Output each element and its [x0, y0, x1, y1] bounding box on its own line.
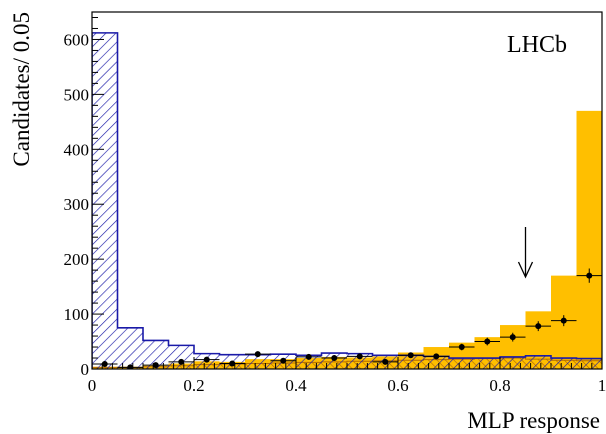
data-point [143, 362, 169, 369]
blue-bar [398, 355, 424, 369]
point-marker [535, 323, 542, 330]
experiment-label: LHCb [507, 32, 567, 58]
blue-bar [92, 32, 118, 369]
point-marker [203, 356, 210, 363]
arrow-head [517, 261, 534, 279]
blue-bar [245, 354, 271, 369]
x-tick-label: 0.4 [285, 376, 307, 395]
x-tick-label: 0.8 [489, 376, 510, 395]
data-point [296, 353, 322, 360]
data-point [270, 357, 296, 364]
y-tick-label: 400 [64, 140, 90, 159]
y-tick-label: 300 [64, 195, 90, 214]
point-marker [382, 358, 389, 365]
y-tick-label: 600 [64, 30, 90, 49]
data-point [576, 268, 602, 283]
x-tick-label: 1 [598, 376, 606, 395]
data-point [347, 353, 373, 360]
point-marker [152, 362, 159, 369]
point-marker [509, 334, 516, 341]
x-axis-ticks: 0 0.2 0.4 0.6 0.8 1 [88, 357, 606, 395]
blue-hatched-histogram [92, 32, 602, 369]
blue-bar [347, 353, 373, 369]
y-axis-ticks: 0 100 200 300 400 500 600 [64, 16, 104, 379]
blue-bar [423, 356, 449, 369]
blue-bar [168, 345, 194, 369]
blue-bar [576, 358, 602, 369]
point-marker [178, 358, 185, 365]
data-point [551, 315, 577, 327]
data-point [500, 332, 526, 342]
point-marker [560, 317, 567, 324]
selection-arrow [517, 227, 534, 279]
y-tick-label: 100 [64, 305, 90, 324]
data-point [423, 353, 449, 360]
data-point [474, 337, 500, 346]
blue-bar [551, 358, 577, 369]
x-tick-label: 0 [88, 376, 97, 395]
blue-bar [500, 356, 526, 369]
x-tick-label: 0.6 [387, 376, 408, 395]
blue-bar [321, 353, 347, 369]
y-tick-label: 200 [64, 250, 90, 269]
point-marker [458, 344, 465, 351]
point-marker [356, 353, 363, 360]
y-axis-title: Candidates/ 0.05 [9, 12, 34, 167]
point-marker [305, 353, 312, 360]
x-tick-label: 0.2 [183, 376, 204, 395]
point-marker [407, 352, 414, 359]
point-marker [127, 364, 134, 369]
x-axis-title: MLP response [467, 408, 600, 433]
data-point [449, 343, 475, 351]
point-marker [484, 338, 491, 345]
data-point [168, 358, 194, 365]
point-marker [229, 360, 236, 367]
blue-bar [117, 327, 143, 369]
data-point [525, 321, 551, 332]
data-point [219, 360, 245, 367]
data-point [117, 364, 143, 369]
plot-content [92, 32, 602, 369]
y-tick-label: 0 [81, 360, 90, 379]
point-marker [280, 357, 287, 364]
y-tick-label: 500 [64, 85, 90, 104]
point-marker [586, 272, 593, 279]
blue-bar [296, 355, 322, 369]
point-marker [331, 355, 338, 362]
blue-bar [525, 355, 551, 369]
data-point [245, 351, 271, 358]
data-point [372, 358, 398, 365]
data-point [398, 352, 424, 359]
signal-bar [576, 110, 602, 369]
data-point [321, 355, 347, 362]
blue-outline [92, 32, 602, 369]
point-marker [433, 353, 440, 360]
data-points [92, 268, 602, 369]
point-marker [101, 361, 108, 368]
data-point [92, 361, 118, 368]
data-point [194, 356, 220, 363]
point-marker [254, 351, 261, 358]
blue-bar [474, 358, 500, 369]
blue-bar [449, 358, 475, 369]
